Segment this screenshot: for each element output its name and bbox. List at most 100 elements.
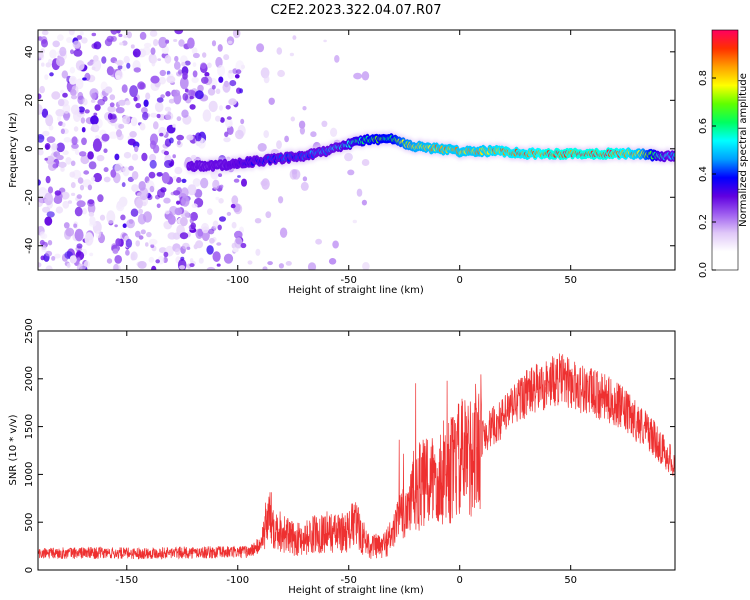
noise-blob [198,257,204,264]
noise-blob [56,154,64,161]
noise-blob [263,75,270,84]
noise-blob [69,66,76,74]
noise-blob [103,167,109,173]
noise-blob [137,261,147,269]
noise-blob [116,59,124,66]
noise-blob [87,61,93,66]
noise-blob [51,256,56,261]
noise-blob [56,56,65,67]
noise-blob [232,30,241,39]
noise-blob [81,127,86,133]
noise-blob [141,107,148,114]
x-tick-label: 0 [457,275,463,286]
noise-blob [38,149,44,156]
noise-blob [71,192,76,196]
noise-blob [240,242,247,249]
noise-blob [38,52,44,59]
noise-blob [122,115,131,124]
y-tick-label: 500 [24,513,35,532]
noise-blob [169,137,174,144]
colorbar-tick-label: 0.6 [698,118,709,134]
noise-blob [216,263,221,267]
noise-blob [153,39,159,47]
noise-blob [217,44,223,52]
colorbar-frame [711,29,739,271]
noise-blob [228,98,237,106]
noise-blob [216,242,222,246]
noise-blob [138,235,144,240]
noise-blob [254,218,262,224]
noise-blob [278,196,284,204]
noise-blob [265,211,272,219]
noise-blob [323,39,327,43]
noise-blob [132,48,141,58]
noise-blob [307,262,317,270]
noise-blob [108,131,118,139]
noise-blob [77,177,84,184]
noise-blob [212,179,220,190]
snr-line [38,353,675,560]
noise-blob [302,176,308,182]
noise-blob [225,105,231,110]
noise-blob [148,256,155,263]
noise-blob [176,134,185,141]
noise-blob [223,137,231,143]
noise-blob [212,220,219,229]
noise-blob [44,74,49,80]
noise-blob [166,75,176,84]
noise-blob [156,113,161,119]
noise-blob [118,33,123,38]
noise-blob [58,161,67,168]
noise-blob [112,248,119,254]
noise-blob [131,171,139,180]
noise-blob [229,80,237,87]
noise-blob [73,110,81,122]
noise-blob [84,109,90,114]
noise-blob [46,211,55,218]
noise-blob [72,40,82,49]
noise-blob [110,30,118,35]
noise-blob [80,154,90,165]
noise-blob [188,89,194,97]
noise-blob [71,77,76,82]
noise-blob [83,170,90,175]
noise-blob [57,115,61,122]
noise-blob [197,228,203,237]
noise-blob [179,76,189,90]
y-tick-label: 2500 [24,318,35,343]
noise-blob [137,213,147,225]
noise-blob [212,251,221,262]
noise-blob [187,37,195,49]
noise-blob [70,49,74,55]
x-tick-label: -50 [341,575,357,586]
noise-blob [310,131,317,138]
noise-blob [80,117,86,124]
noise-blob [45,114,54,127]
noise-blob [106,35,114,43]
noise-blob [41,247,47,252]
snr-y-label: SNR (10 * v/v) [8,414,19,485]
noise-blob [192,70,198,78]
noise-blob [41,108,49,118]
noise-blob [81,37,88,44]
noise-blob [48,124,54,131]
noise-blob [334,55,340,63]
y-tick-label: -20 [24,189,35,205]
noise-blob [165,112,174,121]
noise-blob [163,197,171,204]
noise-blob [227,40,233,44]
noise-blob [172,123,176,128]
noise-blob [234,230,243,239]
noise-blob [194,188,203,198]
noise-blob [234,74,240,79]
noise-blob [93,112,98,116]
noise-blob [62,200,70,209]
noise-blob [87,151,94,160]
noise-blob [90,181,95,185]
noise-blob [60,166,65,172]
noise-blob [70,89,77,96]
noise-blob [278,263,284,269]
noise-blob [241,178,247,187]
noise-blob [38,196,44,208]
noise-blob [134,145,139,153]
